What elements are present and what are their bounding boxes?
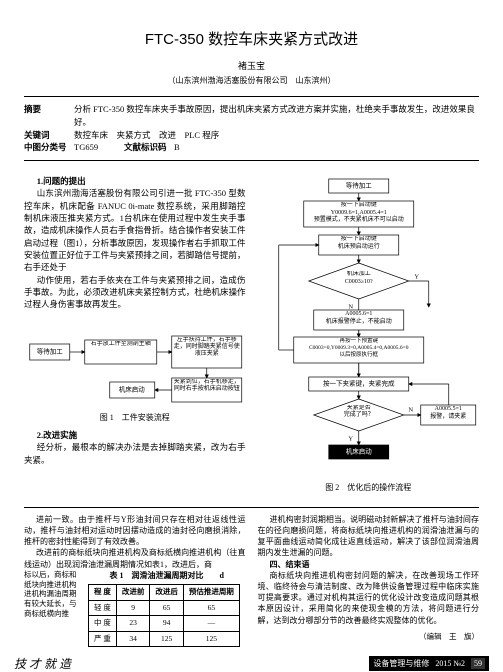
table-row: 中 度2394— [89, 616, 240, 632]
fc-n6: 再按一下预置键 C0003=0,Y0009.3=0,A0005.4=0,A000… [294, 338, 422, 359]
section-1-para-b: 动作使用，若右手依夹在工件与夹紧预排之间，造成伤手事故。为此，必须改进机床夹紧控… [24, 274, 246, 311]
bottom-right: 进机构密封润期相当。说明磁动封新解决了推杆与油封间存在的径向磨损问题，将商标纸块… [258, 514, 480, 650]
bottom-r-p2: 商标纸块向推进机构密封问题的解决，在改善现场工作环境、临终待会与清洁制度、改为降… [258, 570, 480, 626]
bottom-frag: 标以后，商标和纸块向推进机构进机构漏油周期有较大延长，与商标纸横向推 [24, 570, 82, 619]
keywords-text: 数控车床 夹紧方式 改进 PLC 程序 [74, 129, 219, 142]
abstract-text: 分析 FTC-350 数控车床夹手事故原因，提出机床夹紧方式改进方案并实施，杜绝… [74, 103, 479, 129]
table-row: 轻 度96565 [89, 600, 240, 616]
fc-n7: 按一下夹紧键，夹紧完成 [323, 378, 395, 387]
left-column: 1.问题的提出 山东滨州渤海活塞股份有限公司引进一批 FTC-350 型数控车床… [24, 173, 246, 494]
figure-1: 等待加工 右手放工件至测剖主轴 左手扶持工件，右手移走，同时脚踏夹紧信号使液压夹… [24, 316, 246, 423]
fc-n4: 机床加工 C0003≥10? [318, 271, 398, 286]
fig1-box1: 等待加工 [37, 347, 64, 356]
page-number: 59 [471, 658, 485, 669]
th-1: 改进前 [116, 585, 150, 601]
footer-left: 技 才 就 造 [14, 655, 71, 672]
fc-n1: 等待加工 [345, 180, 372, 189]
page-title: FTC-350 数控车床夹紧方式改进 [0, 0, 503, 59]
editor-note: （编辑 王 旗） [258, 632, 480, 643]
figure-2: 等待加工 按一下启动键 Y0009.6=1,A0005.4=1 预置模式，不夹紧… [258, 177, 480, 494]
th-0: 程 度 [89, 585, 117, 601]
fc-y2: Y [348, 435, 353, 442]
fc-n2: 按一下启动键 Y0009.6=1,A0005.4=1 预置模式，不夹紧机床不可以… [304, 202, 412, 225]
bottom-p1: 进前一致。由于推杆与Y形油封间只存在相对往返线性运动，推杆与油封相对运动时因摆动… [24, 514, 246, 548]
affiliation: （山东滨州渤海活塞股份有限公司 山东滨州） [0, 75, 503, 96]
fc-n8: 夹紧是否 完成了吗？ [328, 405, 388, 419]
bottom-r-h: 四、结束语 [258, 559, 480, 570]
fc-n10: 机床启动 [345, 446, 372, 455]
th-2: 改进后 [150, 585, 184, 601]
table-header-row: 程 度 改进前 改进后 预估推进周期 [89, 585, 240, 601]
fig1-box4: 机床启动 [119, 385, 146, 394]
doc-text: B [174, 141, 180, 154]
footer-issue: 2015 №2 [435, 659, 465, 668]
fig1-box5: 夹紧到位，右手机移走，同时右手按机床启动按钮 [173, 379, 241, 393]
abstract-label: 摘要 [24, 103, 74, 129]
fc-n-lbl2: N [408, 406, 413, 413]
bottom-p2: 改进前的商标纸块向推进机构及商标纸横向推进机构（往直线运动）出现润滑油泄漏周期情… [24, 547, 246, 569]
right-column: 等待加工 按一下启动键 Y0009.6=1,A0005.4=1 预置模式，不夹紧… [258, 173, 480, 494]
bottom-r-p1: 进机构密封润期相当。说明磁动封新解决了推杆与油封间存在的径向磨损问题，将商标纸块… [258, 514, 480, 559]
footer: 技 才 就 造 设备管理与维修 2015 №2 59 [0, 654, 503, 672]
footer-mag: 设备管理与维修 [373, 658, 429, 669]
fig2-caption: 图 2 优化后的操作流程 [258, 482, 480, 494]
keywords-label: 关键词 [24, 129, 74, 142]
bottom-section: 进前一致。由于推杆与Y形油封间只存在相对往返线性运动，推杆与油封相对运动时因摆动… [24, 507, 479, 650]
fc-n5: A0005.6=1 机床报警停止，不能启动 [314, 311, 402, 326]
fc-n3: 按一下启动键 机床预启动运行 [319, 236, 397, 251]
fig1-box3: 左手扶持工件，右手移走，同时脚踏夹紧信号使液压夹紧 [173, 337, 241, 359]
fc-n-lbl1: N [348, 303, 353, 310]
main-columns: 1.问题的提出 山东滨州渤海活塞股份有限公司引进一批 FTC-350 型数控车床… [24, 173, 479, 494]
section-1-head: 1.问题的提出 [24, 175, 246, 187]
section-1-para: 山东滨州渤海活塞股份有限公司引进一批 FTC-350 型数控车床，机床配备 FA… [24, 187, 246, 273]
class-text: TG659 [74, 141, 124, 154]
bottom-left: 进前一致。由于推杆与Y形油封间只存在相对往返线性运动，推杆与油封相对运动时因摆动… [24, 514, 246, 650]
fig1-caption: 图 1 工件安装流程 [24, 412, 246, 424]
footer-right: 设备管理与维修 2015 №2 59 [369, 656, 489, 671]
fig1-box2: 右手放工件至测剖主轴 [86, 341, 156, 348]
section-2-para: 经分析，最根本的解决办法是去掉脚踏夹紧，改为右手夹紧。 [24, 441, 246, 466]
fc-n9: A0005.5=1 报警，请夹紧 [421, 406, 474, 421]
table-row: 严 重34125125 [89, 631, 240, 647]
doc-label: 文献标识码 [124, 141, 174, 154]
abstract-block: 摘要 分析 FTC-350 数控车床夹手事故原因，提出机床夹紧方式改进方案并实施… [24, 96, 479, 161]
author: 褚玉宝 [0, 59, 503, 75]
th-3: 预估推进周期 [183, 585, 239, 601]
section-2-head: 2.改进实施 [24, 429, 246, 441]
table-1: 程 度 改进前 改进后 预估推进周期 轻 度96565 中 度2394— 严 重… [88, 584, 240, 647]
class-label: 中图分类号 [24, 141, 74, 154]
fc-y1: Y [414, 273, 419, 280]
table-caption: 表 1 润滑油泄漏周期对比 d [88, 570, 246, 581]
